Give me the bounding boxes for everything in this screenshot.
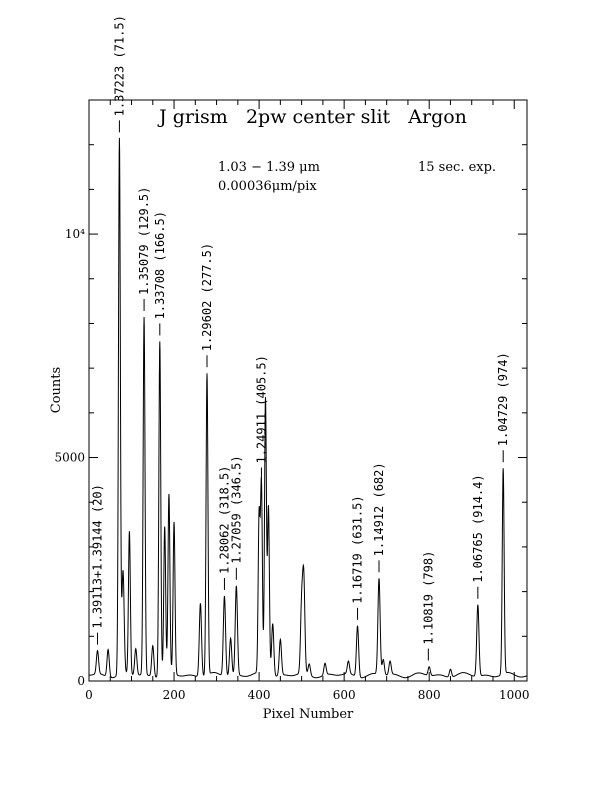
line-id-label: 1.39113+1.39144 (20) <box>91 484 105 629</box>
line-id-label: 1.24911 (405.5) <box>254 355 268 463</box>
x-tick-label: 600 <box>333 688 356 702</box>
y-axis-label: Counts <box>49 367 64 413</box>
dispersion-note: 0.00036μm/pix <box>218 179 317 194</box>
x-tick-label: 200 <box>163 688 186 702</box>
line-id-label: 1.37223 (71.5) <box>112 15 126 116</box>
line-id-label: 1.35079 (129.5) <box>137 187 151 295</box>
line-id-label: 1.33708 (166.5) <box>153 211 167 319</box>
tick-marks <box>88 99 527 682</box>
chart-title: J grism 2pw center slit Argon <box>157 106 467 128</box>
line-id-label: 1.29602 (277.5) <box>200 243 214 351</box>
exposure-note: 15 sec. exp. <box>418 160 496 175</box>
line-id-label: 1.16719 (631.5) <box>351 495 365 603</box>
x-tick-label: 0 <box>85 688 93 702</box>
line-id-label: 1.14912 (682) <box>372 462 386 556</box>
x-tick-label: 1000 <box>499 688 530 702</box>
line-id-label: 1.04729 (974) <box>496 352 510 446</box>
tick-labels: 0 200 400 600 800 1000 0 5000 10⁴ <box>54 227 529 702</box>
line-id-labels: 1.39113+1.39144 (20) 1.37223 (71.5) 1.3507… <box>91 15 510 661</box>
y-tick-label: 5000 <box>54 451 85 465</box>
plot-frame <box>88 99 528 682</box>
line-id-label: 1.27059 (346.5) <box>229 455 243 563</box>
x-axis-label: Pixel Number <box>263 707 354 722</box>
x-tick-label: 400 <box>248 688 271 702</box>
x-tick-label: 800 <box>418 688 441 702</box>
line-id-label: 1.10819 (798) <box>421 551 435 645</box>
wavelength-range-note: 1.03 − 1.39 μm <box>218 160 320 175</box>
line-id-label: 1.28062 (318.5) <box>217 466 231 574</box>
y-tick-label: 10⁴ <box>65 227 85 241</box>
spectrum-line <box>89 137 528 679</box>
line-id-label: 1.06765 (914.4) <box>471 474 485 582</box>
y-tick-label: 0 <box>77 674 85 688</box>
